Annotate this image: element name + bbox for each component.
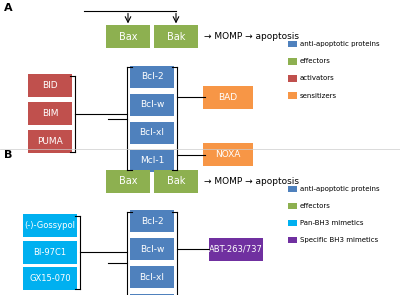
FancyBboxPatch shape	[288, 220, 297, 226]
FancyBboxPatch shape	[154, 170, 198, 193]
Text: anti-apoptotic proteins: anti-apoptotic proteins	[300, 186, 380, 192]
Text: Pan-BH3 mimetics: Pan-BH3 mimetics	[300, 220, 364, 226]
FancyBboxPatch shape	[130, 294, 174, 295]
Text: B: B	[4, 150, 12, 160]
FancyBboxPatch shape	[130, 94, 174, 116]
Text: BI-97C1: BI-97C1	[34, 248, 66, 257]
FancyBboxPatch shape	[288, 75, 297, 82]
Text: → MOMP → apoptosis: → MOMP → apoptosis	[204, 32, 299, 41]
Text: Bcl-xl: Bcl-xl	[140, 273, 164, 282]
Text: GX15-070: GX15-070	[29, 274, 71, 283]
Text: Bcl-xl: Bcl-xl	[140, 128, 164, 137]
Text: PUMA: PUMA	[37, 137, 63, 146]
FancyBboxPatch shape	[288, 58, 297, 65]
Text: A: A	[4, 3, 13, 13]
Text: Mcl-1: Mcl-1	[140, 156, 164, 165]
FancyBboxPatch shape	[28, 74, 72, 97]
Text: effectors: effectors	[300, 58, 331, 64]
Text: ABT-263/737: ABT-263/737	[209, 245, 263, 254]
FancyBboxPatch shape	[130, 66, 174, 88]
Text: sensitizers: sensitizers	[300, 93, 337, 99]
Text: Bcl-w: Bcl-w	[140, 100, 164, 109]
Text: Bak: Bak	[167, 32, 185, 42]
Text: Bcl-2: Bcl-2	[141, 217, 163, 226]
FancyBboxPatch shape	[288, 186, 297, 192]
Text: Bcl-2: Bcl-2	[141, 72, 163, 81]
FancyBboxPatch shape	[288, 41, 297, 47]
FancyBboxPatch shape	[288, 92, 297, 99]
Text: Specific BH3 mimetics: Specific BH3 mimetics	[300, 237, 378, 243]
FancyBboxPatch shape	[130, 122, 174, 144]
FancyBboxPatch shape	[203, 86, 253, 109]
FancyBboxPatch shape	[23, 214, 77, 237]
FancyBboxPatch shape	[203, 143, 253, 166]
FancyBboxPatch shape	[23, 241, 77, 264]
FancyBboxPatch shape	[28, 102, 72, 125]
FancyBboxPatch shape	[288, 237, 297, 243]
Text: Bax: Bax	[119, 32, 137, 42]
FancyBboxPatch shape	[23, 267, 77, 290]
Text: → MOMP → apoptosis: → MOMP → apoptosis	[204, 177, 299, 186]
Text: (-)-Gossypol: (-)-Gossypol	[24, 221, 76, 230]
Text: BIM: BIM	[42, 109, 58, 118]
FancyBboxPatch shape	[106, 25, 150, 48]
Text: Bax: Bax	[119, 176, 137, 186]
Text: BAD: BAD	[218, 93, 238, 102]
FancyBboxPatch shape	[130, 266, 174, 289]
FancyBboxPatch shape	[130, 150, 174, 172]
Text: effectors: effectors	[300, 203, 331, 209]
Text: activators: activators	[300, 76, 335, 81]
Text: Bak: Bak	[167, 176, 185, 186]
FancyBboxPatch shape	[106, 170, 150, 193]
FancyBboxPatch shape	[130, 238, 174, 260]
FancyBboxPatch shape	[209, 238, 263, 261]
FancyBboxPatch shape	[130, 210, 174, 232]
FancyBboxPatch shape	[28, 130, 72, 153]
Text: Bcl-w: Bcl-w	[140, 245, 164, 254]
FancyBboxPatch shape	[288, 203, 297, 209]
FancyBboxPatch shape	[154, 25, 198, 48]
Text: NOXA: NOXA	[215, 150, 241, 159]
Text: BID: BID	[42, 81, 58, 90]
Text: anti-apoptotic proteins: anti-apoptotic proteins	[300, 41, 380, 47]
